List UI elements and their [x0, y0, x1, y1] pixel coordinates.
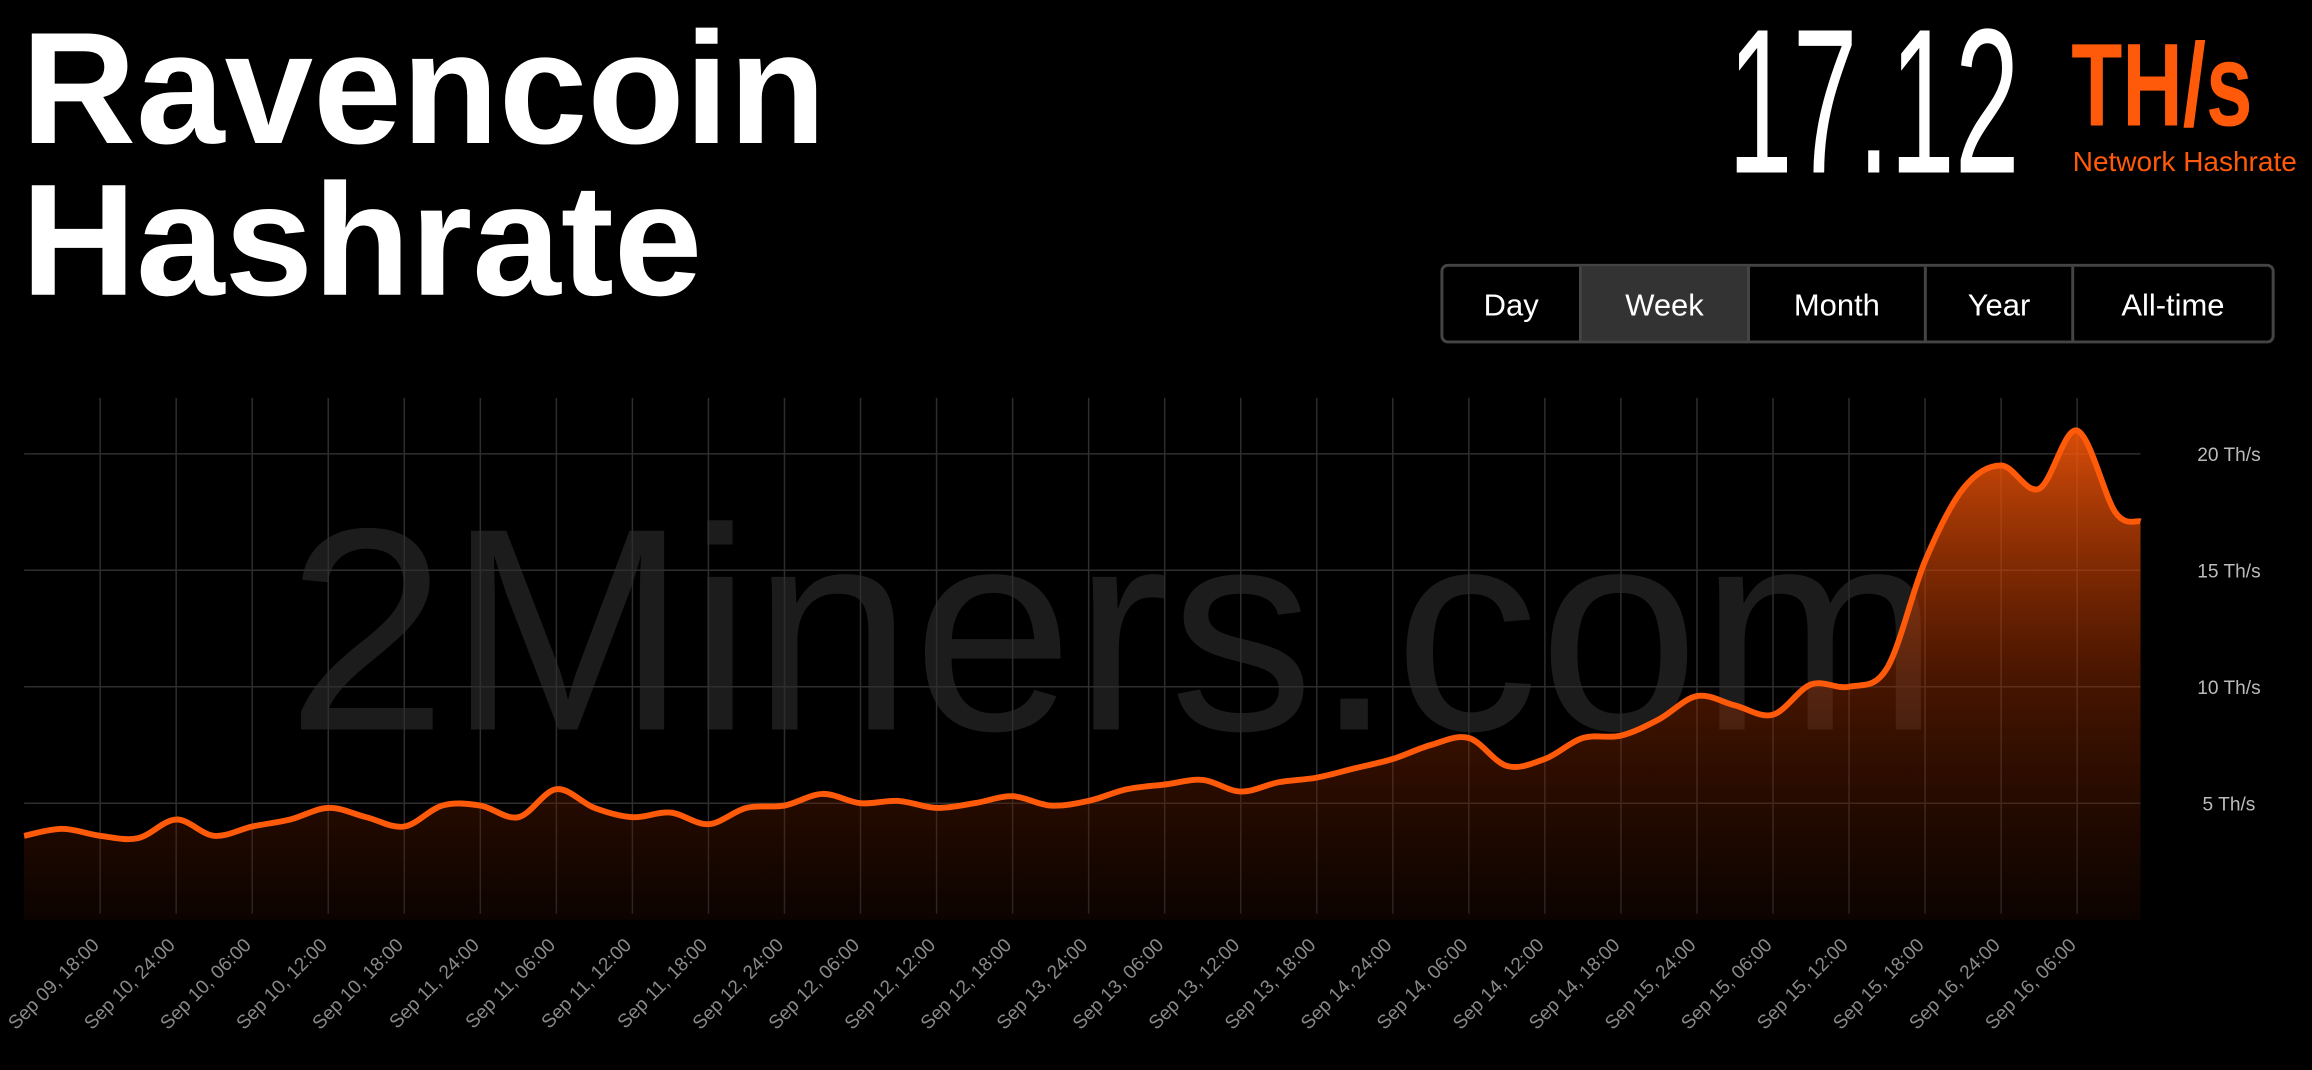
tab[interactable]: All-time: [2121, 287, 2224, 322]
y-tick-label: 5 Th/s: [2203, 795, 2256, 816]
hashrate-caption: Network Hashrate: [2073, 146, 2297, 177]
line: [23, 427, 2142, 843]
title-line: Hashrate: [21, 151, 702, 329]
tab-active-bg: [1581, 266, 1750, 341]
y-tick-label: 10 Th/s: [2197, 678, 2261, 699]
y-tick-label: 15 Th/s: [2197, 562, 2261, 583]
tab-bar: Day Week Month Year All-time: [1440, 263, 2275, 344]
tab[interactable]: Day: [1484, 287, 1540, 322]
area: [24, 430, 2141, 920]
title-line: Ravencoin: [21, 0, 826, 177]
tab[interactable]: Week: [1625, 287, 1704, 322]
tab[interactable]: Year: [1968, 287, 2031, 322]
tab-frame: [1440, 263, 2275, 344]
y-tick-label: 20 Th/s: [2197, 445, 2261, 466]
hashrate-value: 17.12: [1728, 0, 2020, 216]
tab[interactable]: Month: [1794, 287, 1880, 322]
hashrate-unit: TH/s: [2071, 18, 2252, 150]
